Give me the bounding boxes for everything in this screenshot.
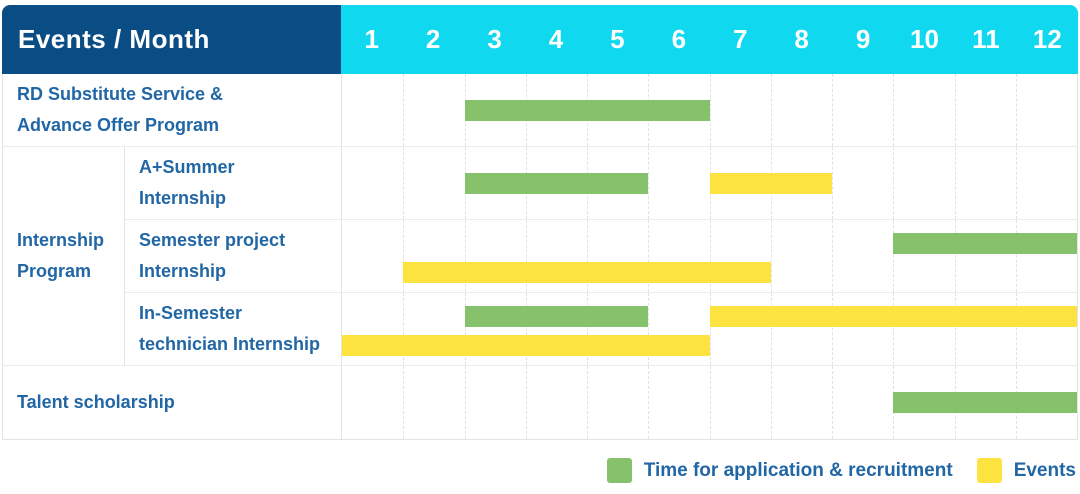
header-corner-cell: Events / Month (2, 5, 341, 74)
month-header-cell: 6 (671, 24, 687, 54)
month-gridline (709, 293, 711, 365)
row-label-cell: Talent scholarship (3, 366, 342, 439)
month-gridline (893, 74, 895, 146)
legend-label-application: Time for application & recruitment (643, 459, 953, 481)
legend: Time for application & recruitment Event… (606, 458, 1076, 483)
month-gridline (403, 220, 405, 292)
month-gridline (893, 220, 895, 292)
month-gridline (1015, 147, 1017, 219)
gantt-bar-events (403, 262, 771, 283)
month-header-cell: 4 (548, 24, 564, 54)
month-header-cell: 2 (425, 24, 441, 54)
month-gridline (587, 293, 588, 365)
month-gridline (525, 293, 527, 365)
row-label-cell: A+Summer Internship (125, 147, 342, 220)
month-gridline (709, 220, 711, 292)
month-gridline (525, 366, 527, 439)
month-gridline (954, 147, 956, 219)
month-header-cell: 1 (364, 24, 379, 54)
gantt-table: Events / Month 1 2 3 4 5 6 7 8 9 10 11 12 RD Substi… (2, 5, 1078, 440)
row-chart-cell (342, 220, 1077, 293)
month-gridline (832, 293, 833, 365)
month-header-row: 1 2 3 4 5 6 7 8 9 10 11 12 (341, 5, 1078, 74)
month-gridline (832, 74, 833, 146)
gantt-bar-application (893, 392, 1077, 413)
month-gridline (648, 366, 650, 439)
month-gridline (648, 147, 650, 219)
gantt-bar-application (893, 233, 1077, 254)
month-gridline (832, 147, 833, 219)
month-gridline (770, 74, 772, 146)
month-gridline (525, 220, 527, 292)
month-header-cell: 9 (855, 24, 871, 54)
legend-swatch-application-green (606, 458, 632, 483)
month-gridline (709, 366, 711, 439)
month-gridline (832, 366, 833, 439)
row-chart-cell (342, 366, 1077, 439)
month-gridline (709, 74, 711, 146)
row-chart-cell (342, 147, 1077, 220)
header-title: Events / Month (18, 24, 210, 54)
month-gridline (648, 293, 650, 365)
row-chart-cell (342, 74, 1077, 147)
row-label-cell: In-Semester technician Internship (125, 293, 342, 366)
month-gridline (587, 366, 588, 439)
month-header-cell: 3 (487, 24, 502, 54)
legend-label-events: Events (1013, 459, 1076, 481)
month-gridline (403, 366, 405, 439)
month-gridline (954, 220, 956, 292)
month-header-cell: 11 (972, 24, 1000, 54)
legend-swatch-events-yellow (976, 458, 1002, 483)
month-header-cell: 8 (794, 24, 809, 54)
gantt-bar-events (709, 173, 832, 194)
month-gridline (1015, 293, 1017, 365)
gantt-bar-application (464, 100, 710, 121)
month-gridline (403, 293, 405, 365)
gantt-bar-events (342, 335, 710, 356)
month-gridline (770, 293, 772, 365)
month-gridline (587, 220, 588, 292)
month-header-cell: 12 (1032, 24, 1062, 54)
month-header-cell: 7 (733, 24, 748, 54)
month-gridline (954, 293, 956, 365)
month-gridline (648, 220, 650, 292)
month-gridline (770, 366, 772, 439)
legend-item-events: Events (976, 458, 1076, 483)
month-gridline (464, 220, 466, 292)
month-gridline (954, 74, 956, 146)
month-gridline (1015, 74, 1017, 146)
month-gridline (464, 293, 466, 365)
month-gridline (770, 220, 772, 292)
table-header: Events / Month 1 2 3 4 5 6 7 8 9 10 11 12 (2, 5, 1078, 74)
row-chart-cell (342, 293, 1077, 366)
group-label-cell: Internship Program (3, 147, 125, 366)
gantt-bar-events (709, 306, 1077, 327)
legend-item-application: Time for application & recruitment (606, 458, 953, 483)
month-gridline (403, 147, 405, 219)
row-label-cell: RD Substitute Service & Advance Offer Pr… (3, 74, 342, 147)
gantt-bar-application (464, 306, 649, 327)
row-label-cell: Semester project Internship (125, 220, 342, 293)
gantt-bar-application (464, 173, 649, 194)
month-gridline (464, 366, 466, 439)
month-header-cell: 5 (610, 24, 625, 54)
gantt-body: RD Substitute Service & Advance Offer Pr… (2, 74, 1078, 440)
month-gridline (1015, 220, 1017, 292)
month-gridline (893, 147, 895, 219)
month-gridline (403, 74, 405, 146)
month-gridline (893, 293, 895, 365)
month-header-cell: 10 (910, 24, 939, 54)
month-gridline (832, 220, 833, 292)
